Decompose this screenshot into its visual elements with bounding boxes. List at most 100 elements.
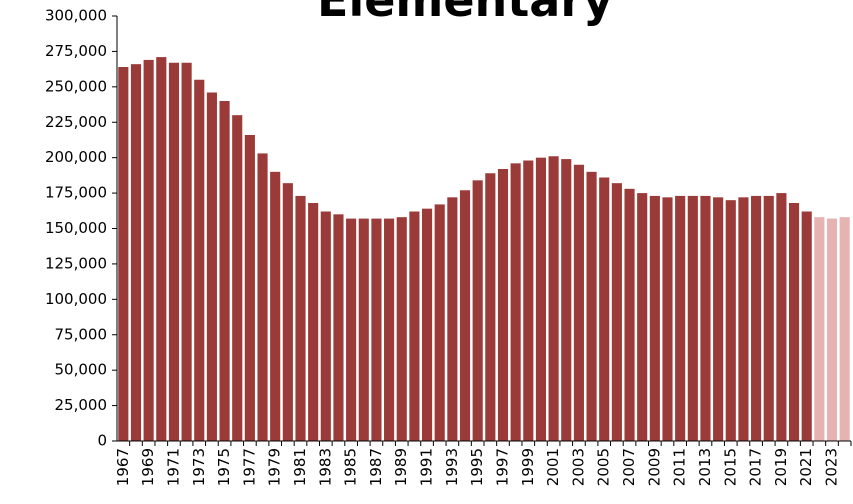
x-tick-label: 1991 xyxy=(418,448,436,486)
bar xyxy=(295,195,306,441)
bar xyxy=(143,59,154,442)
bar xyxy=(194,79,205,441)
y-tick-label: 200,000 xyxy=(45,148,107,166)
bar xyxy=(270,171,281,442)
x-tick-label: 1993 xyxy=(443,448,461,486)
y-tick-label: 100,000 xyxy=(45,290,107,308)
bar xyxy=(346,218,357,441)
bar xyxy=(624,188,635,441)
x-tick-label: 2017 xyxy=(747,448,765,486)
bar xyxy=(409,211,420,441)
bar xyxy=(523,160,534,441)
x-tick-label: 1977 xyxy=(240,448,258,486)
bar xyxy=(257,153,268,441)
bar xyxy=(232,115,243,442)
x-tick-label: 1987 xyxy=(367,448,385,486)
bar xyxy=(308,203,319,441)
chart-title: Elementary xyxy=(317,0,613,27)
x-tick-label: 2021 xyxy=(797,448,815,486)
x-tick-label: 2019 xyxy=(772,448,790,486)
bar xyxy=(662,197,673,441)
bar xyxy=(725,200,736,441)
bar xyxy=(181,62,192,441)
bar xyxy=(801,211,812,441)
bar xyxy=(118,67,129,441)
x-tick-label: 2015 xyxy=(721,448,739,486)
bar xyxy=(776,193,787,441)
bar xyxy=(814,217,825,441)
x-tick-label: 1989 xyxy=(392,448,410,486)
bar xyxy=(700,195,711,441)
y-tick-label: 300,000 xyxy=(45,7,107,25)
x-tick-label: 2005 xyxy=(595,448,613,486)
x-tick-label: 2001 xyxy=(544,448,562,486)
x-tick-label: 1985 xyxy=(342,448,360,486)
bar xyxy=(637,193,648,441)
y-tick-label: 75,000 xyxy=(55,325,108,343)
y-tick-label: 275,000 xyxy=(45,42,107,60)
y-tick-label: 25,000 xyxy=(55,396,108,414)
bar xyxy=(384,218,395,441)
bar xyxy=(219,101,230,441)
x-tick-label: 1979 xyxy=(266,448,284,486)
bar xyxy=(535,157,547,441)
bar xyxy=(687,195,698,441)
x-tick-label: 2013 xyxy=(696,448,714,486)
x-tick-label: 1975 xyxy=(215,448,233,486)
y-tick-label: 50,000 xyxy=(55,361,108,379)
x-tick-label: 2003 xyxy=(569,448,587,486)
bar xyxy=(358,218,369,441)
bar xyxy=(839,217,850,441)
bar xyxy=(751,195,762,441)
bar xyxy=(130,64,142,442)
x-tick-label: 1981 xyxy=(291,448,309,486)
x-tick-label: 2007 xyxy=(620,448,638,486)
x-tick-label: 1967 xyxy=(114,448,132,486)
y-tick-label: 250,000 xyxy=(45,77,107,95)
y-tick-label: 150,000 xyxy=(45,219,107,237)
bar xyxy=(333,214,344,441)
x-tick-label: 2011 xyxy=(671,448,689,486)
bar xyxy=(320,211,331,441)
bar xyxy=(156,57,167,441)
x-tick-label: 2023 xyxy=(823,448,841,486)
x-tick-label: 1999 xyxy=(519,448,537,486)
bar xyxy=(738,197,749,441)
y-tick-label: 225,000 xyxy=(45,113,107,131)
x-tick-label: 1973 xyxy=(190,448,208,486)
bar xyxy=(826,218,838,441)
bar xyxy=(611,183,622,441)
bar xyxy=(168,62,180,441)
bar xyxy=(421,208,433,441)
bar xyxy=(510,163,521,442)
bar xyxy=(434,204,445,441)
bar xyxy=(206,92,217,441)
bar xyxy=(244,135,255,441)
bar xyxy=(649,195,660,441)
bar xyxy=(763,195,774,441)
x-tick-label: 1997 xyxy=(493,448,511,486)
y-tick-label: 0 xyxy=(97,432,107,450)
y-tick-label: 175,000 xyxy=(45,184,107,202)
bar xyxy=(396,217,407,441)
x-tick-label: 1995 xyxy=(468,448,486,486)
x-tick-label: 1983 xyxy=(316,448,334,486)
bar xyxy=(788,203,800,441)
x-tick-label: 1971 xyxy=(164,448,182,486)
bar xyxy=(497,169,509,441)
bar xyxy=(282,183,293,441)
bar xyxy=(548,156,559,441)
bar xyxy=(599,177,610,441)
x-tick-label: 2009 xyxy=(645,448,663,486)
bar xyxy=(459,190,471,441)
bar xyxy=(573,164,584,441)
bar xyxy=(586,171,597,442)
bar xyxy=(472,180,483,442)
x-tick-label: 1969 xyxy=(139,448,157,486)
bar xyxy=(561,159,572,442)
bar xyxy=(371,218,382,441)
bar xyxy=(675,195,686,441)
bar xyxy=(713,197,724,441)
y-tick-label: 125,000 xyxy=(45,254,107,272)
